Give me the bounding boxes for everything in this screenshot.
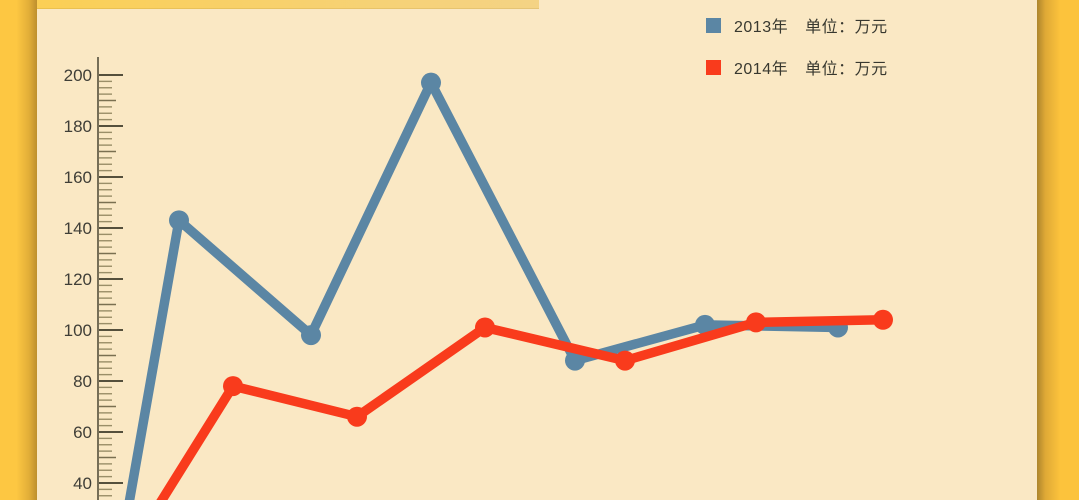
y-axis-tick-label: 60 [73,423,92,442]
right-gold-band [1037,0,1079,500]
data-point-2013年 [695,314,715,335]
y-axis-tick-label: 200 [64,66,92,85]
top-accent-strip [37,0,539,9]
series-line-2014年 [156,315,884,500]
data-point-2013年 [565,350,585,371]
chart-legend: 2013年 单位：万元 2014年 单位：万元 [706,17,888,101]
y-axis-tick-label: 140 [64,219,92,238]
y-axis-tick-label: 180 [64,117,92,136]
data-point-2013年 [169,210,189,231]
data-point-2014年 [347,406,367,427]
legend-swatch-2013 [706,17,721,33]
legend-swatch-2014 [706,59,721,75]
data-point-2013年 [301,325,321,346]
y-axis-tick-label: 100 [64,321,92,340]
data-point-2014年 [615,350,635,371]
data-point-2014年 [746,312,766,333]
y-axis-tick-label: 160 [64,168,92,187]
data-point-2014年 [475,317,495,338]
y-axis-tick-label: 80 [73,372,92,391]
data-point-2013年 [421,72,441,93]
y-axis-tick-label: 40 [73,474,92,493]
chart-panel-background [37,0,1037,500]
data-point-2014年 [223,376,243,397]
left-gold-band [0,0,37,500]
legend-unit-label: 单位：万元 [805,19,888,36]
data-point-2014年 [873,309,893,330]
series-line-2013年 [124,77,839,500]
legend-year-label: 2013年 [734,19,789,36]
legend-year-label: 2014年 [734,61,789,78]
legend-unit-label: 单位：万元 [805,61,888,78]
legend-item-2013: 2013年 单位：万元 [706,17,888,36]
legend-item-2014: 2014年 单位：万元 [706,59,888,78]
y-axis-tick-label: 120 [64,270,92,289]
